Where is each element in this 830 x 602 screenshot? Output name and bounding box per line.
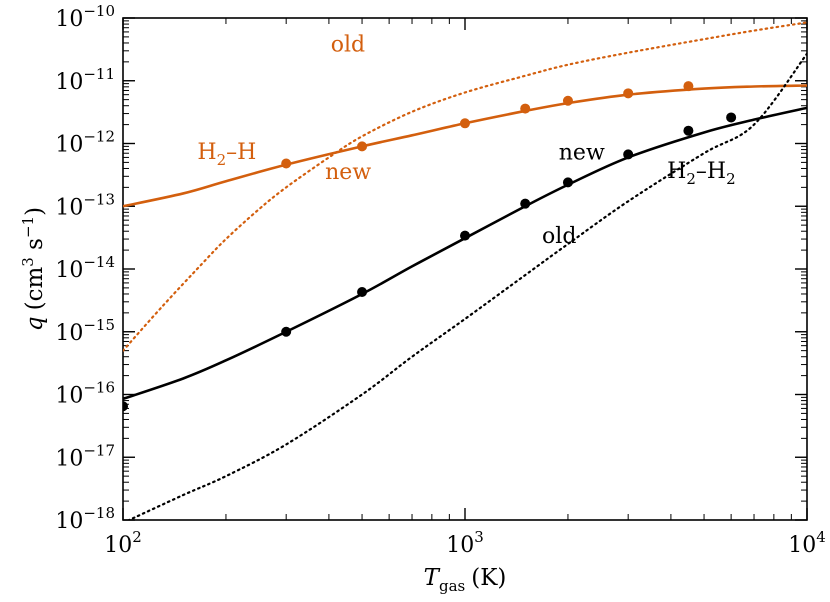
data-point-h2-h2-data <box>357 286 368 297</box>
annotation-h2h-label: H2–H <box>197 140 256 169</box>
annotation-old-black: old <box>542 224 576 249</box>
y-axis-label: q(cm3 s−1) <box>19 207 48 331</box>
y-tick-label: 10−11 <box>55 65 115 95</box>
data-point-h2-h2-data <box>460 230 470 241</box>
y-tick-label: 10−13 <box>55 190 115 220</box>
data-point-h2-h-data <box>357 141 368 152</box>
data-point-h2-h-data <box>281 158 292 169</box>
y-tick-label: 10−17 <box>55 441 115 471</box>
tick-labels: 102 103 104 10−18 10−17 10−16 10−15 10−14 10−13 1… <box>55 2 825 558</box>
x-tick-label: 104 <box>788 528 826 558</box>
x-tick-label: 103 <box>446 528 484 558</box>
data-point-h2-h2-data <box>562 177 573 188</box>
data-point-h2-h-data <box>562 95 573 106</box>
x-axis-label: Tgas (K) <box>424 565 507 595</box>
points-group <box>123 81 737 412</box>
annotation-new-orange: new <box>325 160 371 185</box>
y-tick-label: 10−18 <box>55 504 115 534</box>
series-line-h2-h-old <box>123 21 807 352</box>
data-point-h2-h-data <box>623 88 634 99</box>
y-tick-label: 10−16 <box>55 379 115 409</box>
data-point-h2-h2-data <box>520 198 531 209</box>
data-point-h2-h-data <box>520 103 531 114</box>
annotation-h2h2-label: H2–H2 <box>667 159 735 188</box>
data-point-h2-h-data <box>683 81 694 92</box>
data-point-h2-h2-data <box>623 149 634 160</box>
data-point-h2-h2-data <box>683 125 694 136</box>
data-point-h2-h-data <box>460 118 470 129</box>
data-point-h2-h2-data <box>726 112 737 123</box>
annotation-new-black: new <box>559 140 605 165</box>
y-tick-label: 10−12 <box>55 128 115 158</box>
y-tick-label: 10−15 <box>55 316 115 346</box>
data-point-h2-h2-data <box>123 401 128 412</box>
y-tick-label: 10−14 <box>55 253 115 283</box>
series-group <box>123 21 807 520</box>
y-tick-label: 10−10 <box>55 2 115 32</box>
x-tick-label: 102 <box>104 528 142 558</box>
minor-ticks <box>123 18 807 520</box>
annotation-old-orange: old <box>331 33 365 58</box>
data-point-h2-h2-data <box>281 326 292 337</box>
annotations-group: old H2–H new new H2–H2 old <box>197 33 735 249</box>
